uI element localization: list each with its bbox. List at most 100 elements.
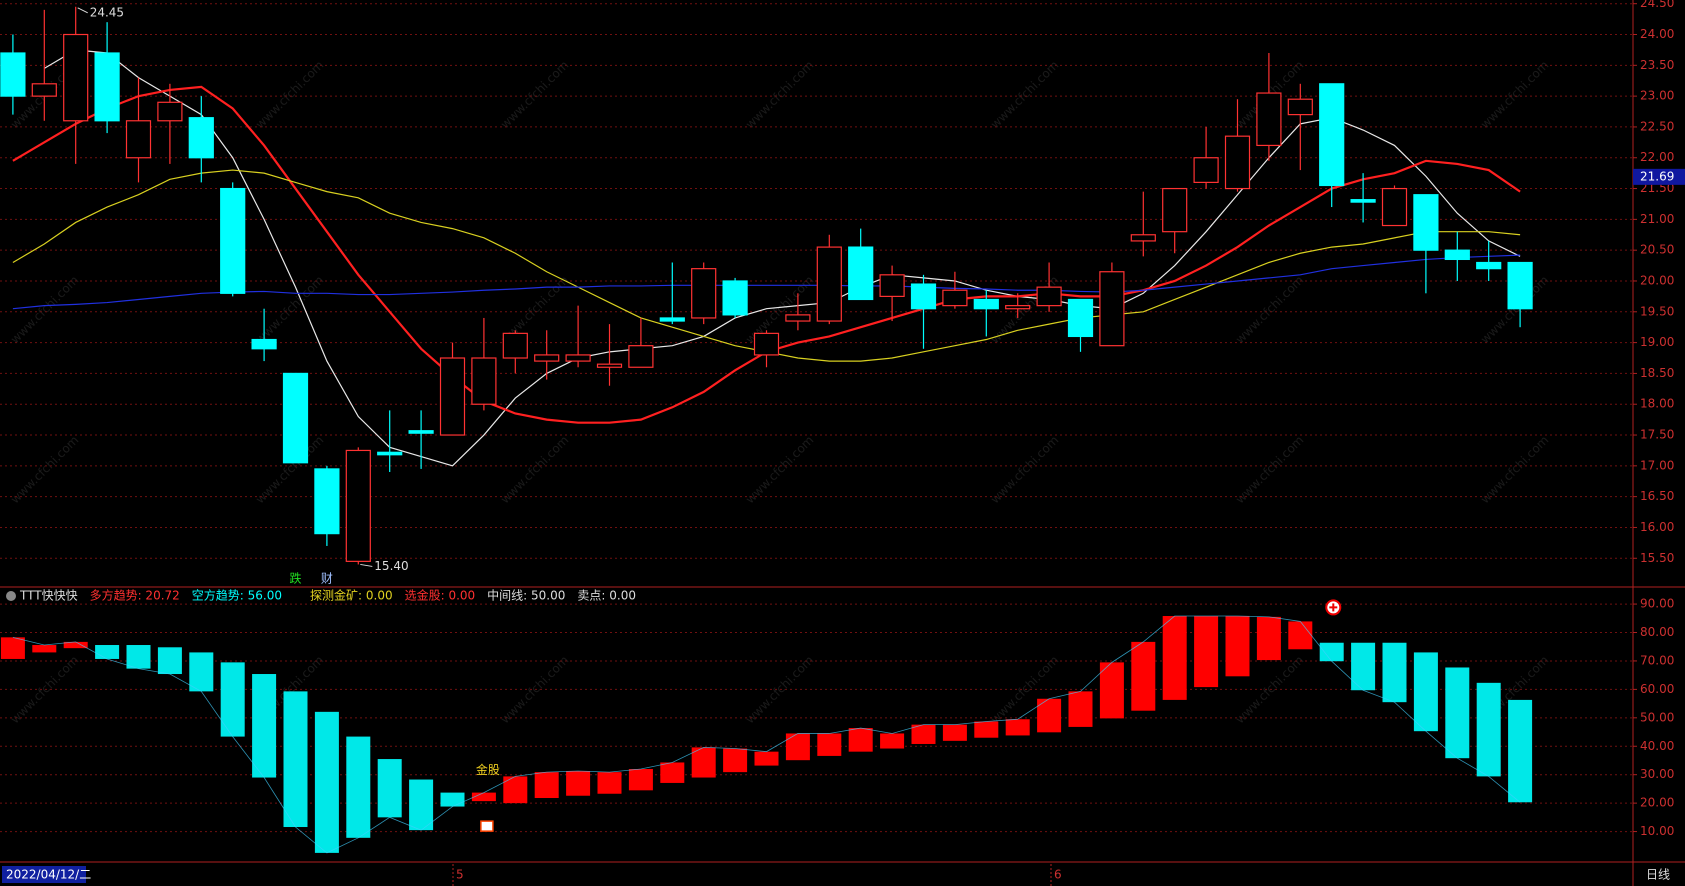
indicator-bar: [1382, 642, 1407, 703]
watermark: www.cfchi.com: [498, 58, 572, 132]
indicator-bar: [283, 691, 308, 828]
indicator-bar: [1099, 662, 1124, 719]
candle-body: [1224, 135, 1251, 190]
indicator-bar: [1413, 652, 1438, 732]
candle-body: [1507, 261, 1533, 310]
indicator-bar: [377, 759, 402, 818]
price-tag-label: 21.69: [1640, 169, 1674, 183]
collapse-icon[interactable]: [6, 591, 16, 601]
candle-body: [1319, 83, 1345, 187]
indicator-bar: [189, 652, 214, 692]
indicator-bar: [723, 748, 748, 773]
watermark: www.cfchi.com: [8, 433, 82, 507]
candle-body: [942, 289, 968, 307]
candle-body: [1476, 261, 1502, 270]
y-tick-label: 90.00: [1640, 597, 1674, 611]
candle-body: [1162, 187, 1188, 233]
legend-item: TTT快快快: [19, 589, 78, 603]
y-tick-label: 18.50: [1640, 366, 1674, 380]
watermark: www.cfchi.com: [8, 273, 82, 347]
candle-body: [1099, 271, 1125, 347]
indicator-bar: [471, 792, 496, 802]
indicator-bar: [1476, 682, 1501, 777]
watermark: www.cfchi.com: [743, 58, 817, 132]
candle-body: [220, 187, 246, 294]
candle-body: [0, 52, 26, 97]
min-arrow: [360, 563, 373, 567]
indicator-bar: [566, 770, 591, 796]
candle-body: [282, 372, 309, 464]
indicator-bar: [848, 728, 873, 752]
indicator-bar: [880, 733, 905, 749]
y-tick-label: 10.00: [1640, 824, 1674, 838]
indicator-bar: [817, 733, 842, 756]
indicator-bar: [1508, 699, 1533, 803]
y-tick-label: 19.00: [1640, 335, 1674, 349]
signal-label: 跌: [289, 571, 301, 586]
candle-body: [659, 317, 685, 322]
y-tick-label: 20.50: [1640, 243, 1674, 257]
period-label[interactable]: 日线: [1646, 868, 1670, 882]
y-tick-label: 50.00: [1640, 710, 1674, 724]
date-box: [2, 866, 86, 883]
y-tick-label: 80.00: [1640, 625, 1674, 639]
candle-body: [188, 117, 214, 159]
indicator-bar: [95, 645, 120, 659]
indicator-bar: [409, 779, 434, 831]
candle-body: [1067, 298, 1094, 338]
indicator-bar: [63, 641, 88, 649]
candle-body: [1287, 98, 1313, 116]
candle-body: [565, 354, 591, 362]
legend-item: 中间线: 50.00: [487, 588, 565, 603]
legend-item: 选金股: 0.00: [405, 588, 476, 603]
date-label: 2022/04/12/二: [6, 868, 91, 882]
candle-body: [1193, 157, 1219, 183]
candle-body: [879, 274, 905, 297]
candle-body: [125, 120, 152, 159]
indicator-bar: [942, 724, 967, 741]
y-tick-label: 16.50: [1640, 489, 1674, 503]
watermark: www.cfchi.com: [1233, 273, 1307, 347]
candle-body: [345, 449, 371, 562]
candle-body: [973, 298, 999, 310]
indicator-bar: [1351, 642, 1376, 691]
y-tick-label: 19.50: [1640, 304, 1674, 318]
candle-body: [439, 357, 466, 436]
candle-body: [502, 332, 528, 359]
indicator-bar: [1005, 719, 1030, 736]
candle-body: [31, 83, 57, 97]
candle-body: [377, 451, 403, 456]
ma-line: [12, 254, 1521, 310]
min-label: 15.40: [374, 559, 408, 573]
candle-body: [408, 430, 434, 434]
y-tick-label: 60.00: [1640, 682, 1674, 696]
candle-body: [1381, 187, 1408, 227]
candle-body: [1005, 305, 1031, 310]
candle-body: [251, 338, 277, 350]
y-tick-label: 23.00: [1640, 89, 1674, 103]
legend-item: 卖点: 0.00: [577, 589, 636, 603]
legend-item: 探测金矿: 0.00: [310, 588, 393, 603]
candle-body: [628, 345, 654, 368]
y-tick-label: 20.00: [1640, 796, 1674, 810]
y-tick-label: 17.00: [1640, 458, 1674, 472]
indicator-bar: [0, 637, 25, 659]
y-tick-label: 22.50: [1640, 119, 1674, 133]
watermark: www.cfchi.com: [988, 433, 1062, 507]
candle-body: [848, 246, 874, 301]
signal-icon: [480, 820, 494, 832]
indicator-bar: [1131, 641, 1156, 711]
candle-body: [816, 246, 842, 322]
y-tick-label: 21.00: [1640, 212, 1674, 226]
indicator-bar: [1162, 616, 1187, 700]
legend-item: 空方趋势: 56.00: [192, 588, 282, 603]
candle-body: [1256, 92, 1282, 147]
y-tick-label: 30.00: [1640, 767, 1674, 781]
watermark: www.cfchi.com: [1478, 58, 1552, 132]
y-tick-label: 23.50: [1640, 58, 1674, 72]
indicator-bar: [628, 769, 653, 791]
y-tick-label: 24.50: [1640, 0, 1674, 10]
indicator-bar: [346, 736, 371, 838]
watermark: www.cfchi.com: [988, 58, 1062, 132]
